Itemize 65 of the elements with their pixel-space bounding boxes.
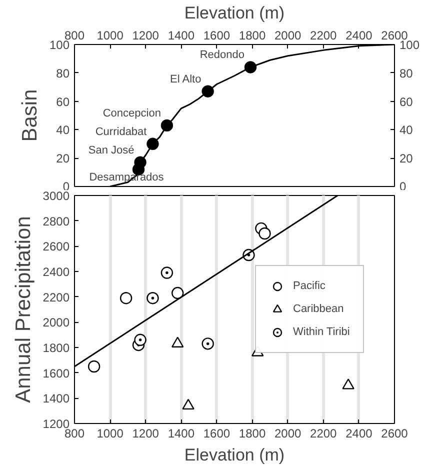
point [342,378,354,390]
y-tick-label: 2800 [42,214,70,228]
y-tick-label: 2200 [42,290,70,304]
point [202,85,214,98]
point [244,61,257,74]
annotation: El Alto [170,73,202,86]
legend-label: Within Tiribi [293,326,351,338]
x-axis-title: Elevation (m) [184,446,285,464]
annotation: Concepcion [102,107,161,120]
y-tick-label: 1400 [42,392,70,406]
y-tick-label: 60 [56,94,70,109]
x-tick-label: 1800 [238,28,266,42]
x-tick-label: 2200 [310,426,338,440]
x-tick-label: 1800 [238,426,266,440]
y-tick-label: 1600 [42,366,70,380]
x-tick-label: 1400 [168,426,195,440]
point [202,338,214,350]
x-tick-label: 1600 [203,426,230,440]
x-tick-label: 2000 [274,426,302,440]
y2-tick-label: 80 [400,66,414,80]
x-tick-label: 800 [64,426,85,440]
point [134,156,146,168]
y-tick-label: 2400 [42,265,70,279]
x-tick-label: 1000 [96,28,124,42]
legend-label: Pacific [293,280,326,292]
point [120,292,132,304]
y2-tick-label: 100 [400,38,420,52]
y-axis-title: Annual Precipitation [12,216,35,403]
y-tick-label: 20 [56,152,70,166]
legend-label: Caribbean [293,303,345,315]
point [146,292,159,304]
y-tick-label: 2600 [42,240,70,254]
point [160,266,174,279]
y-tick-label: 3000 [42,189,70,203]
point [172,336,184,348]
x-tick-label: 2600 [381,426,408,440]
x-tick-label: 1200 [132,426,160,440]
annotation: San José [88,144,134,156]
y-axis-title: Basin [18,89,42,142]
y-tick-label: 2000 [42,316,70,330]
x-axis-title: Elevation (m) [184,4,285,22]
x-tick-label: 1200 [132,28,160,42]
y2-tick-label: 20 [400,152,414,166]
y-tick-label: 80 [56,66,70,80]
x-tick-label: 2200 [310,28,338,42]
y-tick-label: 40 [56,123,70,138]
point [88,360,100,373]
annotation: Curridabat [95,126,147,138]
point [172,286,184,300]
x-tick-label: 1400 [168,28,195,42]
annotation: Redondo [200,49,245,62]
y-tick-label: 1800 [42,341,70,355]
point [134,334,146,346]
point [182,398,194,410]
x-tick-label: 2400 [346,426,373,440]
y-tick-label: 100 [49,38,70,52]
point [146,138,159,150]
x-tick-label: 2000 [274,28,302,42]
x-tick-label: 1000 [96,426,124,440]
y2-tick-label: 60 [400,94,414,109]
y2-tick-label: 40 [400,123,414,138]
x-tick-label: 2400 [346,28,373,42]
point [160,119,174,132]
point [258,227,271,240]
x-tick-label: 1600 [203,28,230,42]
